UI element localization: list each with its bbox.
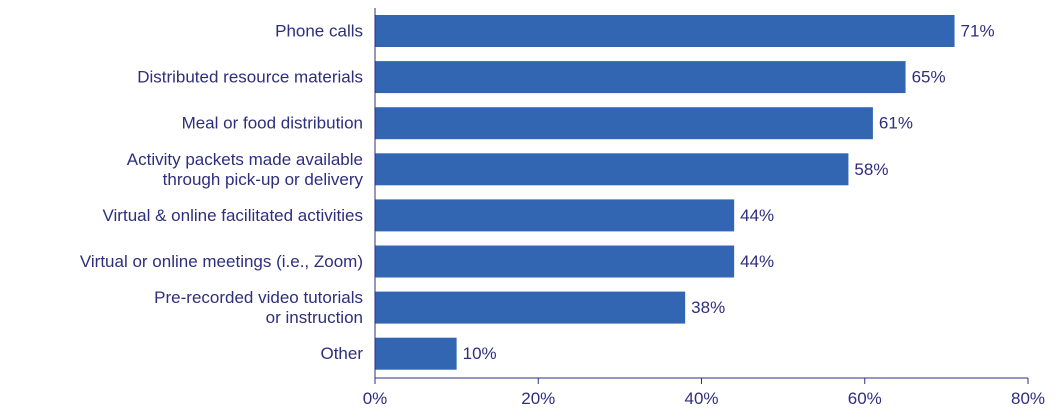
bar-3 bbox=[375, 107, 873, 140]
bar-8 bbox=[375, 337, 457, 370]
category-label-4-line-2: through pick-up or delivery bbox=[163, 170, 364, 189]
data-label-6: 44% bbox=[740, 252, 774, 271]
category-label-7-line-1: Pre-recorded video tutorials bbox=[154, 288, 363, 307]
bar-2 bbox=[375, 61, 906, 94]
data-label-8: 10% bbox=[463, 344, 497, 363]
data-labels: 71% 65% 61% 58% 44% 44% 38% 10% bbox=[463, 22, 995, 364]
data-label-3: 61% bbox=[879, 114, 913, 133]
data-label-5: 44% bbox=[740, 206, 774, 225]
x-tick-label-4: 60% bbox=[848, 389, 882, 408]
data-label-4: 58% bbox=[854, 160, 888, 179]
data-label-1: 71% bbox=[961, 22, 995, 41]
bar-5 bbox=[375, 199, 735, 232]
bar-4 bbox=[375, 153, 849, 186]
bar-1 bbox=[375, 15, 955, 47]
data-label-2: 65% bbox=[912, 68, 946, 87]
category-label-7-line-2: or instruction bbox=[266, 308, 363, 327]
bars-group bbox=[375, 15, 955, 370]
data-label-7: 38% bbox=[691, 298, 725, 317]
category-label-4-line-1: Activity packets made available bbox=[127, 150, 363, 169]
category-label-5: Virtual & online facilitated activities bbox=[103, 206, 364, 225]
x-tick-label-1: 0% bbox=[363, 389, 388, 408]
bar-6 bbox=[375, 245, 735, 278]
category-label-2: Distributed resource materials bbox=[137, 68, 363, 87]
category-label-6: Virtual or online meetings (i.e., Zoom) bbox=[80, 252, 363, 271]
x-tick-label-5: 80% bbox=[1011, 389, 1045, 408]
category-label-3: Meal or food distribution bbox=[182, 114, 363, 133]
x-tick-label-2: 20% bbox=[521, 389, 555, 408]
x-axis: 0% 20% 40% 60% 80% bbox=[363, 8, 1045, 408]
category-label-8: Other bbox=[320, 344, 363, 363]
category-label-1: Phone calls bbox=[275, 22, 363, 41]
bar-7 bbox=[375, 291, 686, 324]
x-tick-label-3: 40% bbox=[684, 389, 718, 408]
category-labels: Phone calls Distributed resource material… bbox=[80, 22, 364, 364]
